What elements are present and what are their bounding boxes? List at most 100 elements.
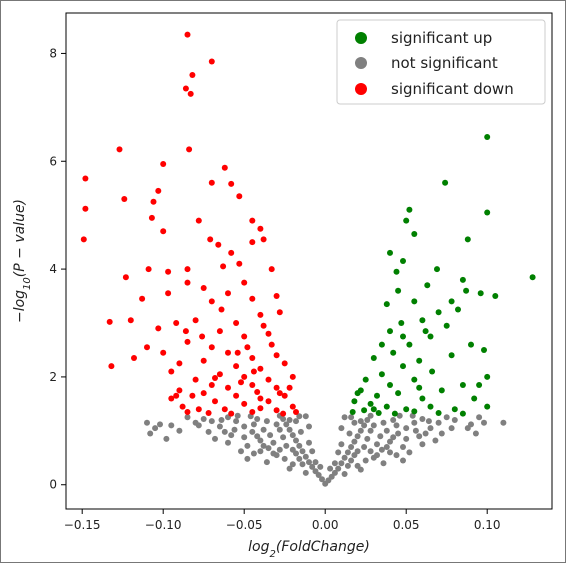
point-significant-down-50 bbox=[155, 325, 162, 332]
point-not-significant-54 bbox=[254, 416, 261, 422]
point-significant-up-63 bbox=[422, 328, 429, 335]
point-significant-down-98 bbox=[280, 410, 287, 417]
point-not-significant-55 bbox=[346, 430, 353, 437]
point-not-significant-74 bbox=[263, 459, 270, 466]
point-not-significant-153 bbox=[400, 457, 406, 464]
point-not-significant-140 bbox=[289, 446, 296, 453]
point-not-significant-24 bbox=[283, 421, 290, 428]
point-not-significant-156 bbox=[250, 421, 257, 428]
point-not-significant-63 bbox=[400, 444, 406, 450]
point-significant-up-25 bbox=[427, 333, 434, 340]
point-not-significant-35 bbox=[378, 446, 385, 453]
y-tick-label-2: 4 bbox=[49, 262, 57, 276]
y-axis: 0 2 4 6 8 bbox=[49, 46, 66, 492]
y-tick-label-4: 8 bbox=[49, 46, 57, 60]
x-tick-label-5: 0.10 bbox=[474, 518, 501, 532]
point-significant-up-3 bbox=[484, 209, 491, 216]
legend-label-not-significant: not significant bbox=[391, 54, 498, 72]
point-not-significant-155 bbox=[393, 422, 400, 429]
point-significant-down-72 bbox=[192, 376, 199, 383]
point-not-significant-16 bbox=[296, 442, 303, 449]
point-significant-up-35 bbox=[378, 371, 385, 378]
point-significant-down-19 bbox=[249, 217, 256, 224]
point-not-significant-50 bbox=[270, 439, 277, 446]
point-not-significant-136 bbox=[218, 417, 225, 423]
point-significant-up-32 bbox=[448, 352, 455, 359]
point-not-significant-130 bbox=[260, 442, 267, 449]
point-significant-down-38 bbox=[200, 285, 207, 291]
point-significant-down-61 bbox=[200, 357, 207, 364]
point-not-significant-123 bbox=[403, 435, 410, 442]
point-significant-down-41 bbox=[273, 293, 280, 299]
point-not-significant-52 bbox=[260, 426, 267, 433]
point-significant-down-69 bbox=[241, 373, 248, 380]
point-significant-down-105 bbox=[238, 379, 244, 386]
point-not-significant-82 bbox=[296, 455, 303, 462]
point-not-significant-97 bbox=[451, 417, 458, 423]
point-significant-up-10 bbox=[434, 266, 440, 273]
point-significant-down-95 bbox=[205, 410, 212, 416]
point-not-significant-43 bbox=[411, 419, 418, 426]
point-significant-down-45 bbox=[173, 320, 180, 326]
point-significant-down-1 bbox=[208, 58, 215, 65]
point-not-significant-71 bbox=[443, 414, 450, 421]
point-not-significant-117 bbox=[327, 465, 334, 472]
point-significant-down-49 bbox=[276, 309, 283, 316]
point-significant-down-29 bbox=[145, 266, 152, 273]
point-significant-down-93 bbox=[293, 409, 299, 415]
point-not-significant-95 bbox=[422, 430, 429, 437]
point-significant-down-57 bbox=[160, 349, 167, 356]
point-not-significant-44 bbox=[233, 418, 240, 425]
point-significant-up-23 bbox=[443, 322, 450, 329]
point-not-significant-152 bbox=[225, 439, 231, 446]
point-significant-down-112 bbox=[250, 368, 257, 375]
point-significant-up-61 bbox=[357, 387, 364, 394]
point-significant-up-21 bbox=[419, 317, 426, 324]
point-not-significant-121 bbox=[361, 444, 368, 450]
point-not-significant-37 bbox=[387, 438, 393, 445]
point-not-significant-2 bbox=[319, 476, 325, 483]
point-not-significant-69 bbox=[435, 419, 442, 426]
point-significant-down-12 bbox=[155, 187, 162, 194]
point-significant-down-74 bbox=[225, 384, 231, 391]
point-not-significant-142 bbox=[263, 418, 270, 425]
point-significant-down-67 bbox=[168, 368, 175, 375]
point-not-significant-21 bbox=[357, 427, 364, 434]
point-not-significant-90 bbox=[267, 432, 274, 439]
point-not-significant-91 bbox=[364, 435, 371, 442]
point-not-significant-160 bbox=[296, 413, 303, 420]
point-significant-down-81 bbox=[257, 395, 264, 402]
point-significant-down-52 bbox=[241, 333, 248, 340]
point-significant-up-26 bbox=[406, 341, 413, 348]
point-not-significant-23 bbox=[361, 422, 368, 429]
point-significant-down-99 bbox=[173, 392, 180, 399]
point-significant-down-16 bbox=[82, 205, 89, 212]
point-significant-up-51 bbox=[427, 403, 434, 410]
point-significant-down-71 bbox=[289, 373, 296, 380]
point-not-significant-49 bbox=[374, 441, 380, 448]
point-significant-up-17 bbox=[411, 298, 418, 305]
point-significant-down-68 bbox=[216, 371, 223, 378]
plot-area-frame bbox=[65, 12, 553, 510]
point-not-significant-88 bbox=[309, 448, 316, 455]
point-not-significant-128 bbox=[270, 450, 277, 457]
point-significant-down-85 bbox=[241, 400, 248, 407]
point-significant-up-13 bbox=[477, 290, 484, 297]
y-tick-label-1: 2 bbox=[49, 370, 57, 384]
point-not-significant-9 bbox=[338, 460, 345, 467]
point-not-significant-64 bbox=[244, 442, 251, 449]
point-not-significant-67 bbox=[427, 425, 434, 432]
x-tick-label-0: −0.15 bbox=[64, 518, 101, 532]
point-significant-down-43 bbox=[106, 318, 113, 325]
point-significant-up-59 bbox=[435, 410, 442, 416]
point-significant-up-37 bbox=[411, 376, 418, 383]
y-tick-label-3: 6 bbox=[49, 154, 57, 168]
point-significant-down-3 bbox=[182, 85, 189, 92]
point-significant-up-2 bbox=[529, 274, 536, 281]
point-significant-up-39 bbox=[362, 376, 369, 383]
point-significant-down-110 bbox=[182, 328, 189, 335]
point-not-significant-13 bbox=[344, 449, 351, 456]
point-not-significant-124 bbox=[241, 434, 248, 441]
point-significant-up-56 bbox=[375, 410, 382, 416]
point-significant-down-77 bbox=[176, 387, 183, 394]
